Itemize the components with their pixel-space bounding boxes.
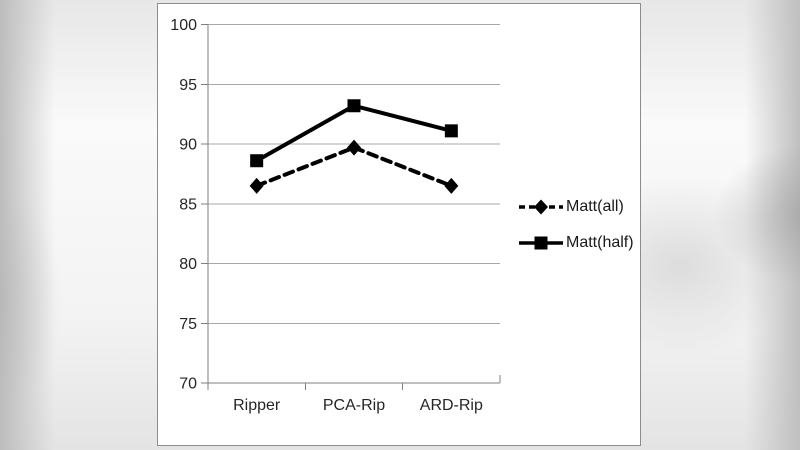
- data-point-square: [444, 124, 458, 138]
- chart-panel: 70 75 80 85 90 95 100 Ripper PCA-Rip ARD-Rip Matt…: [157, 3, 641, 446]
- y-tick-label: 80: [179, 256, 197, 273]
- data-point-diamond: [249, 177, 264, 194]
- line-chart: 70 75 80 85 90 95 100 Ripper PCA-Rip ARD-Rip: [170, 17, 501, 414]
- data-point-diamond: [347, 139, 361, 156]
- legend-label-matt-half: Matt(half): [566, 234, 634, 251]
- legend-item-matt-half: Matt(half): [518, 232, 634, 254]
- x-category-label: PCA-Rip: [323, 397, 385, 414]
- data-point-diamond: [444, 177, 459, 194]
- solid-square-marker-icon: [519, 236, 563, 250]
- y-tick-label: 90: [179, 137, 197, 154]
- y-tick-label: 85: [179, 196, 197, 213]
- legend-item-matt-all: Matt(all): [518, 196, 634, 218]
- dashed-diamond-marker-icon: [519, 199, 563, 215]
- y-tick-label: 75: [179, 316, 197, 333]
- chart-legend: Matt(all) Matt(half): [518, 196, 634, 254]
- y-tick-label: 70: [179, 376, 197, 393]
- y-tick-label: 100: [170, 17, 197, 34]
- x-category-label: ARD-Rip: [420, 397, 483, 414]
- data-point-square: [347, 99, 361, 113]
- data-point-square: [250, 154, 264, 168]
- x-category-label: Ripper: [233, 397, 281, 414]
- legend-label-matt-all: Matt(all): [566, 198, 624, 215]
- y-tick-label: 95: [179, 77, 197, 94]
